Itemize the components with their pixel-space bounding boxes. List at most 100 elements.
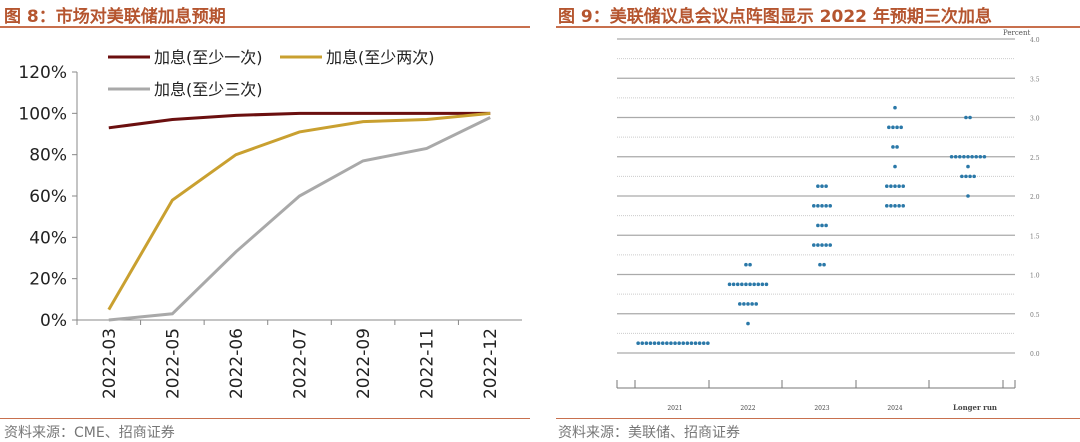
series-line-3 — [108, 116, 491, 322]
dot-2023 — [828, 204, 832, 208]
dot-2024 — [901, 184, 905, 188]
line-chart: 0% 20% 40% 60% 80% 100% 120% 2022-03 2022-05 2022… — [18, 48, 522, 399]
x-tick-label: 2022-09 — [354, 328, 374, 399]
dot-2022 — [748, 262, 752, 267]
dot-2022 — [748, 282, 752, 287]
dot-2024 — [897, 184, 901, 188]
dot-2021 — [701, 341, 706, 345]
dot-2023 — [824, 243, 828, 247]
right-source: 资料来源：美联储、招商证券 — [558, 425, 740, 441]
dot-longer-run — [968, 115, 972, 120]
dot-2024 — [901, 204, 905, 208]
dot-2023 — [820, 204, 824, 208]
dot-2024 — [897, 204, 901, 208]
dot-2021 — [656, 341, 661, 345]
dot-2022 — [760, 282, 765, 287]
x-tick-label: 2022-07 — [291, 328, 311, 399]
dot-longer-run — [978, 154, 983, 159]
dot-2023 — [812, 243, 816, 247]
y-tick-label: 100% — [18, 104, 67, 124]
dot-2024 — [893, 164, 897, 169]
legend-label-2: 加息(至少两次) — [326, 48, 435, 67]
dot-2023 — [824, 184, 828, 188]
x-tick-label: 2022-05 — [163, 328, 183, 399]
series-line-1 — [108, 111, 491, 130]
dot-longer-run — [972, 174, 976, 179]
left-source: 资料来源：CME、招商证券 — [4, 425, 175, 441]
dot-2021 — [652, 341, 657, 345]
dot-2024 — [887, 125, 891, 130]
dot-2021 — [677, 341, 681, 345]
dot-longer-run — [953, 154, 958, 159]
dot-2023 — [824, 223, 828, 228]
y-axis-label: Percent — [1003, 29, 1030, 37]
dot-2022 — [744, 282, 748, 287]
y-tick-label: 0% — [40, 311, 67, 331]
dot-longer-run — [982, 154, 987, 159]
dot-2022 — [746, 321, 750, 326]
dot-2023 — [822, 262, 826, 267]
y-tick-label: 2.5 — [1030, 155, 1040, 162]
dot-2024 — [889, 184, 893, 188]
dot-longer-run — [964, 174, 968, 179]
dot-2021 — [660, 341, 665, 345]
dot-2024 — [895, 125, 899, 130]
y-tick-label: 120% — [18, 63, 67, 83]
dot-2024 — [885, 184, 889, 188]
dot-2023 — [816, 243, 820, 247]
dot-2023 — [820, 223, 824, 228]
x-tick-label: 2022 — [740, 405, 755, 412]
x-tick-label: 2022-12 — [481, 328, 501, 399]
x-tick-label: 2024 — [887, 405, 902, 412]
dot-2022 — [740, 282, 744, 287]
y-tick-label: 20% — [29, 270, 67, 290]
dot-2022 — [744, 262, 748, 267]
dot-2023 — [824, 204, 828, 208]
dot-2024 — [885, 204, 889, 208]
dot-2021 — [693, 341, 698, 345]
y-tick-label: 60% — [29, 187, 67, 207]
y-tick-label: 1.5 — [1030, 233, 1040, 240]
left-title-rule — [0, 26, 530, 28]
dot-2022 — [764, 282, 769, 287]
dot-2022 — [756, 282, 761, 287]
x-tick-label: 2022-11 — [418, 328, 438, 399]
dot-longer-run — [966, 164, 970, 169]
dot-2022 — [752, 282, 756, 287]
legend-label-3: 加息(至少三次) — [154, 80, 263, 99]
dot-longer-run — [958, 154, 962, 159]
dot-2023 — [820, 184, 824, 188]
dot-longer-run — [966, 154, 970, 159]
dot-2024 — [893, 184, 897, 188]
dot-2021 — [648, 341, 653, 345]
legend-label-1: 加息(至少一次) — [154, 48, 263, 67]
dot-longer-run — [960, 174, 964, 179]
left-chart-title: 图 8：市场对美联储加息预期 — [4, 7, 226, 27]
dot-2023 — [820, 243, 824, 247]
dot-2023 — [816, 204, 820, 208]
y-tick-label: 0.0 — [1030, 351, 1040, 358]
dot-2021 — [689, 341, 694, 345]
dot-longer-run — [968, 174, 972, 179]
right-chart-title: 图 9：美联储议息会议点阵图显示 2022 年预期三次加息 — [558, 7, 992, 27]
dot-longer-run — [949, 154, 954, 159]
right-source-rule — [556, 418, 1080, 419]
y-tick-label: 0.5 — [1030, 312, 1040, 319]
y-tick-label: 3.0 — [1030, 116, 1040, 123]
dot-2024 — [893, 105, 897, 110]
dot-2022 — [750, 302, 754, 306]
y-tick-label: 1.0 — [1030, 273, 1040, 280]
dot-2023 — [818, 262, 822, 267]
dot-2022 — [738, 302, 742, 306]
y-tick-label: 2.0 — [1030, 194, 1040, 201]
dot-2021 — [697, 341, 702, 345]
dot-2021 — [636, 341, 640, 345]
y-tick-label: 3.5 — [1030, 76, 1040, 83]
dot-longer-run — [974, 154, 978, 159]
x-tick-label: 2021 — [667, 405, 682, 412]
dot-2022 — [731, 282, 736, 287]
right-title-rule — [556, 26, 1080, 28]
dot-2023 — [812, 204, 816, 208]
y-tick-label: 40% — [29, 228, 67, 248]
